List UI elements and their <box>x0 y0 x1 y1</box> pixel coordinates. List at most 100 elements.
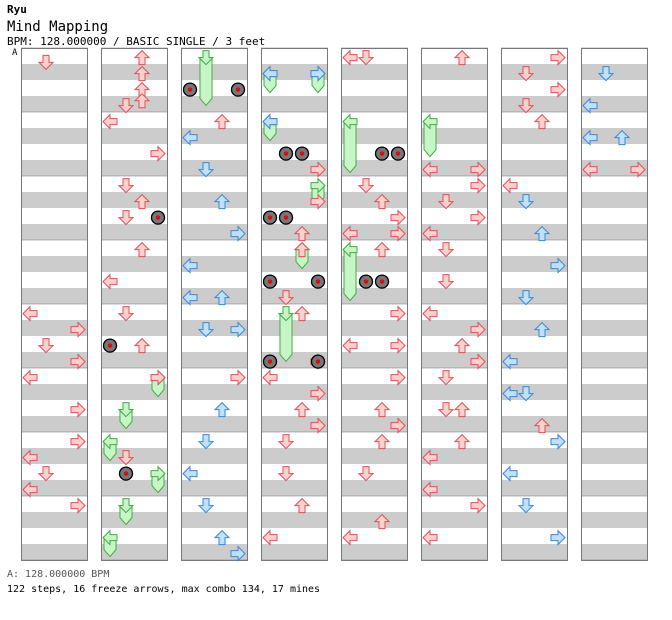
freeze-arrow <box>197 50 215 107</box>
red-arrow-note <box>437 194 455 210</box>
red-arrow-note <box>70 353 86 370</box>
blue-arrow-note <box>182 289 198 306</box>
blue-arrow-note <box>517 386 535 402</box>
stripe-band <box>581 448 648 464</box>
stripe-band <box>21 480 88 496</box>
freeze-arrow <box>117 498 135 526</box>
blue-arrow-note <box>197 498 215 514</box>
stripe-band <box>101 128 168 144</box>
blue-arrow-note <box>502 353 518 370</box>
stripe-band <box>581 480 648 496</box>
stripe-band <box>101 320 168 336</box>
stripe-band <box>261 256 328 272</box>
stripe-band <box>101 448 168 464</box>
stripe-band <box>501 480 568 496</box>
stripe-band <box>341 512 408 528</box>
stripe-band <box>341 64 408 80</box>
column-border <box>101 48 168 561</box>
stripe-band <box>581 384 648 400</box>
blue-arrow-note <box>213 193 231 210</box>
column-border <box>581 48 648 561</box>
mine <box>390 146 406 161</box>
stripe-band <box>101 288 168 304</box>
stripe-band <box>581 224 648 240</box>
red-arrow-note <box>453 433 471 450</box>
freeze-head <box>150 465 166 482</box>
stripe-band <box>181 256 248 272</box>
stripe-band <box>341 256 408 272</box>
red-arrow-note <box>133 193 151 210</box>
red-arrow-note <box>390 209 406 226</box>
red-arrow-note <box>422 161 438 178</box>
red-arrow-note <box>470 353 486 370</box>
freeze-head <box>422 113 438 130</box>
column-border <box>421 48 488 561</box>
blue-arrow-note <box>262 113 278 130</box>
stripe-band <box>581 96 648 112</box>
red-arrow-note <box>117 178 135 194</box>
stripe-band <box>181 288 248 304</box>
blue-arrow-note <box>230 321 246 338</box>
blue-arrow-note <box>550 257 566 274</box>
stripe-band <box>21 384 88 400</box>
stripe-band <box>421 288 488 304</box>
red-arrow-note <box>117 98 135 114</box>
blue-arrow-note <box>262 65 278 82</box>
red-arrow-note <box>517 98 535 114</box>
step-stats: 122 steps, 16 freeze arrows, max combo 1… <box>7 584 321 595</box>
stripe-band <box>421 384 488 400</box>
column-border <box>21 48 88 561</box>
stripe-band <box>261 448 328 464</box>
red-arrow-note <box>373 433 391 450</box>
stripe-band <box>21 288 88 304</box>
red-arrow-note <box>342 49 358 66</box>
freeze-head <box>342 113 358 130</box>
blue-arrow-note <box>582 129 598 146</box>
red-arrow-note <box>293 305 311 322</box>
red-arrow-note <box>102 113 118 130</box>
stripe-band <box>101 192 168 208</box>
column-border <box>181 48 248 561</box>
red-arrow-note <box>533 417 551 434</box>
stripe-band <box>421 128 488 144</box>
blue-arrow-note <box>533 225 551 242</box>
mine <box>262 210 278 225</box>
red-arrow-note <box>293 401 311 418</box>
blue-arrow-note <box>517 194 535 210</box>
red-arrow-note <box>310 161 326 178</box>
red-arrow-note <box>262 369 278 386</box>
red-arrow-note <box>453 49 471 66</box>
stripe-band <box>501 192 568 208</box>
chart-meta: BPM: 128.000000 / BASIC SINGLE / 3 feet <box>7 35 266 48</box>
stripe-band <box>21 96 88 112</box>
stripe-band <box>581 352 648 368</box>
freeze-head <box>277 306 295 322</box>
stripe-band <box>21 512 88 528</box>
stripe-band <box>501 448 568 464</box>
stripe-band <box>261 128 328 144</box>
stripe-band <box>101 416 168 432</box>
red-arrow-note <box>70 401 86 418</box>
stripe-band <box>581 288 648 304</box>
stripe-band <box>181 160 248 176</box>
red-arrow-note <box>133 241 151 258</box>
red-arrow-note <box>70 433 86 450</box>
red-arrow-note <box>310 385 326 402</box>
red-arrow-note <box>37 466 55 482</box>
stripe-band <box>341 352 408 368</box>
red-arrow-note <box>70 497 86 514</box>
mine <box>358 274 374 289</box>
blue-arrow-note <box>517 290 535 306</box>
stripe-band <box>501 224 568 240</box>
blue-arrow-note <box>613 129 631 146</box>
blue-arrow-note <box>550 433 566 450</box>
red-arrow-note <box>22 449 38 466</box>
red-arrow-note <box>133 93 151 109</box>
stripe-band <box>581 256 648 272</box>
blue-arrow-note <box>550 529 566 546</box>
red-arrow-note <box>373 193 391 210</box>
freeze-head <box>197 50 215 66</box>
stripe-band <box>21 448 88 464</box>
red-arrow-note <box>357 178 375 194</box>
stripe-band <box>341 96 408 112</box>
